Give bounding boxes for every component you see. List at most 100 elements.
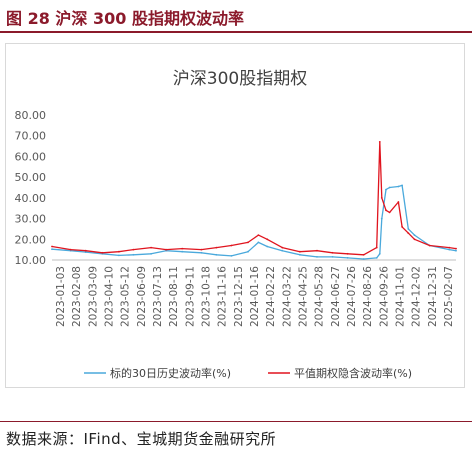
y-tick-label: 30.00 (15, 213, 47, 226)
series-1-point (413, 234, 416, 237)
series-1-point (266, 245, 269, 248)
y-tick-label: 50.00 (15, 171, 47, 184)
series-2-point (215, 246, 218, 249)
series-1-point (181, 250, 184, 253)
footer-divider (0, 421, 472, 422)
x-tick-label: 2024-03-22 (281, 266, 293, 327)
series-1-point (388, 186, 391, 189)
data-source: 数据来源：IFind、宝城期货金融研究所 (6, 430, 277, 448)
series-2-point (230, 244, 233, 247)
chart-title: 沪深300股指期权 (173, 69, 307, 89)
x-tick-label: 2024-12-31 (427, 266, 439, 327)
series-2-point (385, 209, 387, 212)
series-2-point (407, 232, 410, 235)
x-tick-label: 2024-04-25 (297, 266, 309, 327)
x-tick-label: 2024-11-01 (394, 266, 406, 327)
series-2-point (257, 234, 260, 237)
series-1-point (230, 255, 233, 257)
figure-title: 图 28 沪深 300 股指期权波动率 (6, 9, 244, 28)
series-1-point (316, 256, 318, 258)
series-2-point (397, 201, 400, 203)
series-2-point (428, 244, 431, 247)
series-1-point (346, 257, 349, 259)
series-1-point (118, 254, 120, 257)
series-2-point (266, 238, 269, 241)
x-tick-label: 2024-01-16 (249, 266, 261, 327)
series-2-point (448, 246, 451, 249)
x-tick-label: 2023-02-08 (71, 266, 83, 327)
series-1-point (397, 185, 400, 188)
y-tick-label: 20.00 (15, 233, 47, 246)
series-line-2 (51, 141, 457, 256)
series-1-point (407, 228, 410, 230)
y-axis: 10.00 20.00 30.00 40.00 50.00 60.00 70.00 80.00 (15, 109, 47, 267)
series-2-point (150, 246, 153, 249)
x-axis: 2023-01-03 2023-02-08 2023-03-09 2023-04-10… (52, 259, 456, 327)
x-tick-label: 2023-09-11 (184, 266, 196, 327)
series-1-point (257, 241, 260, 244)
y-tick-label: 60.00 (15, 150, 47, 163)
series-2-point (378, 141, 381, 143)
x-tick-label: 2023-01-03 (55, 266, 67, 327)
series-1-point (375, 257, 378, 259)
series-1-point (455, 249, 457, 252)
series-1-point (281, 249, 284, 252)
series-2-point (413, 238, 416, 241)
series-2-point (388, 211, 391, 214)
series-1-point (247, 250, 249, 253)
x-tick-label: 2024-06-27 (330, 266, 342, 327)
x-tick-label: 2023-05-12 (120, 266, 132, 327)
series-2-point (299, 250, 301, 253)
volatility-chart: 沪深300股指期权 10.00 20.00 30.00 40.00 50.00 60.00… (15, 69, 457, 380)
series-2-point (247, 241, 249, 244)
series-2-point (84, 249, 87, 252)
series-1-point (331, 256, 334, 258)
x-tick-label: 2024-07-26 (346, 266, 358, 327)
series-1-point (378, 252, 381, 255)
chart-panel (5, 43, 465, 388)
x-tick-label: 2023-10-18 (201, 266, 213, 327)
series-line-1 (51, 184, 457, 260)
series-2-point (375, 246, 378, 249)
series-1-point (215, 253, 218, 256)
series-1-point (132, 253, 135, 256)
x-tick-label: 2023-12-15 (233, 266, 245, 327)
y-tick-label: 80.00 (15, 109, 47, 122)
title-divider (0, 31, 472, 33)
x-tick-label: 2023-11-16 (217, 266, 229, 327)
series-2-point (362, 253, 365, 256)
series-2-point (69, 248, 72, 251)
series-2-point (101, 251, 104, 254)
series-2-point (281, 246, 284, 249)
x-tick-label: 2024-02-22 (265, 266, 277, 327)
x-tick-label: 2023-07-13 (152, 266, 164, 327)
y-tick-label: 40.00 (15, 192, 47, 205)
series-2-point (331, 251, 334, 254)
series-2-point (316, 249, 318, 252)
x-tick-label: 2025-02-07 (443, 266, 455, 327)
x-tick-label: 2023-04-10 (104, 266, 116, 327)
series-1-point (51, 248, 53, 251)
series-2-point (380, 197, 383, 199)
series-2-point (165, 248, 168, 251)
series-1-point (448, 248, 451, 251)
y-tick-label: 70.00 (15, 130, 47, 143)
series-1-point (380, 217, 383, 220)
x-tick-label: 2023-03-09 (87, 266, 99, 327)
series-1-point (84, 251, 87, 254)
x-tick-label: 2023-08-11 (168, 266, 180, 327)
series-2-point (346, 252, 349, 255)
series-1-point (385, 188, 387, 191)
series-1-point (200, 251, 203, 254)
series-1-point (362, 258, 365, 260)
series-2-point (455, 247, 457, 250)
series-2-point (200, 248, 203, 251)
x-tick-label: 2024-12-02 (411, 266, 423, 327)
series-2-point (181, 247, 184, 250)
series-1-point (299, 253, 301, 256)
legend-label-1: 标的30日历史波动率(%) (110, 366, 231, 380)
legend: 标的30日历史波动率(%) 平值期权隐含波动率(%) (84, 366, 412, 380)
y-tick-label: 10.00 (15, 254, 47, 267)
series-2-point (118, 250, 120, 253)
series-2-point (51, 245, 53, 248)
